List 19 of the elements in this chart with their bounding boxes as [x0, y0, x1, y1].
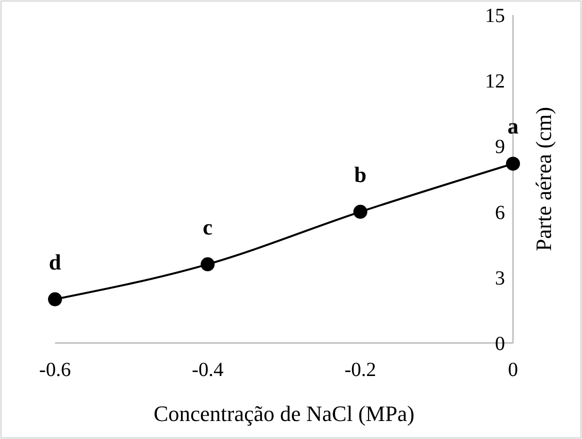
point	[48, 292, 62, 306]
point	[353, 204, 368, 219]
y-tick-label: 9	[495, 136, 505, 158]
y-tick-label: 3	[495, 267, 505, 290]
x-tick-label: -0.2	[344, 359, 376, 381]
annotation: a	[508, 114, 518, 139]
y-tick-label: 12	[485, 70, 505, 93]
y-tick-label: 6	[495, 202, 505, 224]
y-tick-label: 0	[495, 333, 505, 355]
point	[200, 257, 215, 272]
point	[506, 156, 520, 171]
x-axis-title: Concentração de NaCl (MPa)	[154, 401, 414, 426]
y-tick-label: 15	[485, 5, 505, 27]
x-tick-label: -0.4	[192, 359, 224, 381]
annotation: b	[354, 162, 366, 187]
y-axis-title: Parte aérea (cm)	[531, 106, 556, 252]
annotation: d	[48, 249, 62, 274]
x-tick-label: -0.6	[39, 359, 71, 381]
annotation: c	[202, 214, 213, 240]
